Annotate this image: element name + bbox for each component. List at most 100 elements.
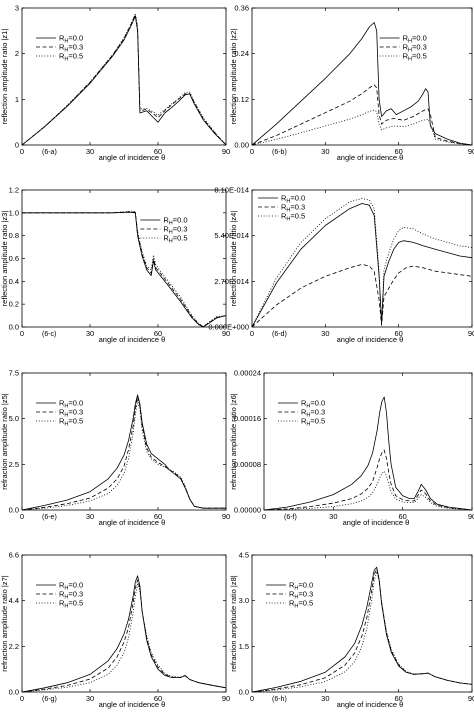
series-line-dashed [251, 568, 473, 693]
y-axis-title: reflection amplitude ratio |z3| [0, 211, 9, 307]
legend-entry: RH=0.5 [59, 417, 83, 428]
x-tick-label: 60 [394, 694, 402, 703]
legend-entry: RH=0.5 [59, 52, 83, 63]
panel-5: 0 30 60 90 0.0 2.5 5.0 7.5 (6-e) angle of inciden… [0, 369, 230, 528]
x-tick-label: 0 [250, 329, 254, 338]
y-axis-title: refraction amplitude ratio |z6| [229, 393, 238, 489]
x-tick-label: 30 [86, 329, 94, 338]
x-tick-label: 90 [222, 694, 230, 703]
legend-entry: RH=0.3 [59, 43, 83, 54]
panel-tag: (6-f) [284, 514, 297, 521]
y-tick-label: 5.40E-014 [214, 231, 249, 240]
panel-tag: (6-a) [42, 149, 57, 156]
series-line-solid [263, 396, 473, 511]
plot-frame [251, 189, 473, 328]
y-tick-label: 0.24 [234, 49, 249, 58]
x-axis-title: angle of incidence θ [99, 518, 166, 527]
x-axis-title: angle of incidence θ [337, 153, 404, 162]
legend-entry: RH=0.3 [163, 225, 187, 236]
x-tick-label: 30 [86, 147, 94, 156]
x-tick-label: 30 [321, 329, 329, 338]
y-tick-label: 2 [15, 49, 19, 58]
legend-entry: RH=0.0 [59, 34, 83, 45]
y-tick-label: 6.6 [9, 551, 19, 560]
y-tick-label: 0.00 [234, 141, 249, 150]
x-tick-label: 0 [20, 329, 24, 338]
legend-entry: RH=0.0 [281, 194, 305, 205]
plot-frame [263, 372, 473, 511]
y-tick-label: 0.0 [9, 688, 19, 697]
y-tick-label: 0.6 [9, 254, 19, 263]
series-line-dashed [251, 84, 473, 146]
legend-entry: RH=0.3 [403, 43, 427, 54]
y-axis-title: reflection amplitude ratio |z4| [229, 211, 238, 307]
legend-entry: RH=0.3 [59, 408, 83, 419]
y-tick-label: 3 [15, 4, 19, 13]
y-tick-label: 0.2 [9, 300, 19, 309]
x-tick-label: 60 [154, 512, 162, 521]
series-line-dashed [251, 264, 473, 328]
series-line-solid [251, 566, 473, 693]
panel-8: 0 30 60 90 0.0 1.5 3.0 4.5 (6-h) angle of inciden… [229, 551, 474, 710]
y-tick-label: 1.0 [9, 208, 19, 217]
plot-frame [251, 7, 473, 146]
y-tick-label: 0.00008 [234, 460, 261, 469]
y-tick-label: 7.5 [9, 369, 19, 378]
y-tick-label: 2.2 [9, 642, 19, 651]
x-tick-label: 60 [398, 512, 406, 521]
x-tick-label: 30 [86, 512, 94, 521]
panel-tag: (6-b) [272, 149, 287, 156]
series-line-dashed [21, 579, 227, 693]
panel-7: 0 30 60 90 0.0 2.2 4.4 6.6 (6-g) angle of inciden… [0, 551, 230, 710]
panel-tag: (6-e) [42, 514, 57, 521]
series-line-dotted [251, 571, 473, 693]
series-line-dotted [263, 470, 473, 511]
x-tick-label: 90 [468, 329, 474, 338]
y-tick-label: 0 [15, 141, 19, 150]
series-line-solid [21, 15, 227, 146]
y-tick-label: 0.00016 [234, 414, 261, 423]
x-tick-label: 60 [154, 147, 162, 156]
panel-4: 0 30 60 90 0.000E+000 2.70E-014 5.40E-014 8.10E… [208, 186, 474, 345]
y-tick-label: 0.4 [9, 277, 19, 286]
plot-frame [21, 189, 227, 328]
x-tick-label: 0 [20, 147, 24, 156]
y-tick-label: 0.00000 [234, 506, 261, 515]
x-tick-label: 30 [321, 694, 329, 703]
y-tick-label: 0.0 [9, 323, 19, 332]
x-tick-label: 60 [394, 147, 402, 156]
series-line-dashed [263, 449, 473, 511]
y-axis-title: reflection amplitude ratio |z2| [229, 29, 238, 125]
plot-frame [21, 7, 227, 146]
x-tick-label: 60 [154, 329, 162, 338]
legend-entry: RH=0.5 [281, 212, 305, 223]
y-tick-label: 4.4 [9, 596, 19, 605]
series-line-solid [251, 22, 473, 146]
y-tick-label: 2.70E-014 [214, 277, 249, 286]
y-tick-label: 1.2 [9, 186, 19, 195]
panel-tag: (6-h) [272, 696, 287, 703]
series-line-dotted [21, 400, 226, 511]
x-axis-title: angle of incidence θ [99, 153, 166, 162]
x-tick-label: 0 [250, 694, 254, 703]
legend-entry: RH=0.0 [163, 216, 187, 227]
series-line-dashed [22, 211, 227, 328]
x-tick-label: 90 [222, 147, 230, 156]
y-tick-label: 8.10E-014 [214, 186, 249, 195]
y-tick-label: 0.000E+000 [208, 323, 249, 332]
y-tick-label: 2.5 [9, 460, 19, 469]
panel-tag: (6-c) [42, 331, 56, 338]
legend-entry: RH=0.5 [289, 599, 313, 610]
x-tick-label: 90 [468, 694, 474, 703]
legend-entry: RH=0.3 [59, 590, 83, 601]
legend-entry: RH=0.3 [289, 590, 313, 601]
y-axis-title: reflection amplitude ratio |z1| [0, 29, 9, 125]
legend-entry: RH=0.5 [163, 234, 187, 245]
x-tick-label: 0 [20, 512, 24, 521]
x-axis-title: angle of incidence θ [337, 700, 404, 709]
x-tick-label: 60 [394, 329, 402, 338]
series-line-solid [22, 211, 227, 328]
legend-entry: RH=0.3 [281, 203, 305, 214]
legend-entry: RH=0.0 [289, 581, 313, 592]
y-tick-label: 0.0 [9, 506, 19, 515]
